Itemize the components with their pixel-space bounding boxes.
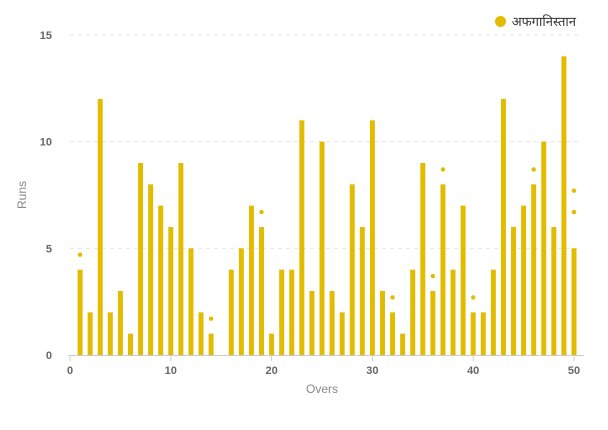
wicket-markers-group bbox=[77, 167, 577, 321]
y-tick-label: 15 bbox=[40, 30, 52, 42]
bar-over-37[interactable] bbox=[440, 184, 446, 355]
grid-lines bbox=[70, 34, 582, 249]
bar-over-17[interactable] bbox=[238, 248, 244, 355]
bar-over-38[interactable] bbox=[450, 269, 456, 355]
bar-over-49[interactable] bbox=[561, 56, 567, 355]
bar-over-42[interactable] bbox=[490, 269, 496, 355]
wicket-marker[interactable] bbox=[77, 252, 83, 257]
bar-over-14[interactable] bbox=[208, 333, 214, 355]
bar-over-2[interactable] bbox=[87, 312, 93, 355]
chart-legend[interactable]: अफगानिस्तान bbox=[494, 12, 576, 30]
bar-over-27[interactable] bbox=[339, 312, 345, 355]
y-tick-label: 0 bbox=[46, 350, 52, 362]
bar-over-30[interactable] bbox=[369, 120, 375, 355]
x-tick-label: 0 bbox=[67, 365, 73, 377]
x-tick-label: 10 bbox=[165, 365, 177, 377]
bar-over-4[interactable] bbox=[107, 312, 113, 355]
bar-over-19[interactable] bbox=[259, 227, 265, 355]
wicket-marker[interactable] bbox=[430, 273, 436, 279]
y-axis-ticks: 0 5 10 15 bbox=[40, 30, 52, 362]
legend-label: अफगानिस्तान bbox=[511, 15, 576, 30]
bar-over-8[interactable] bbox=[148, 184, 154, 355]
x-tick-label: 30 bbox=[366, 365, 378, 377]
bar-over-43[interactable] bbox=[500, 99, 506, 355]
bar-over-45[interactable] bbox=[521, 205, 527, 355]
x-axis-title: Overs bbox=[306, 382, 338, 396]
bar-over-36[interactable] bbox=[430, 291, 436, 355]
bar-over-48[interactable] bbox=[551, 227, 557, 355]
x-tick-label: 50 bbox=[568, 365, 580, 377]
bar-over-22[interactable] bbox=[289, 269, 295, 355]
wicket-marker[interactable] bbox=[471, 295, 476, 300]
x-tick-label: 20 bbox=[265, 365, 277, 377]
x-axis-ticks: 0 10 20 30 40 50 bbox=[67, 355, 580, 377]
legend-marker bbox=[494, 15, 506, 27]
y-tick-label: 5 bbox=[46, 243, 52, 255]
bar-over-13[interactable] bbox=[198, 312, 204, 355]
bar-over-46[interactable] bbox=[531, 184, 537, 355]
bar-over-31[interactable] bbox=[379, 291, 385, 355]
bar-over-34[interactable] bbox=[410, 269, 416, 355]
bar-over-33[interactable] bbox=[400, 333, 406, 355]
bar-over-23[interactable] bbox=[299, 120, 305, 355]
x-tick-label: 40 bbox=[467, 365, 479, 377]
bar-over-3[interactable] bbox=[97, 99, 103, 355]
bar-over-44[interactable] bbox=[511, 227, 517, 355]
wicket-marker[interactable] bbox=[571, 188, 577, 193]
bar-over-20[interactable] bbox=[269, 333, 275, 355]
bar-over-47[interactable] bbox=[541, 141, 547, 355]
wicket-marker[interactable] bbox=[208, 316, 214, 321]
bar-over-6[interactable] bbox=[127, 333, 133, 355]
bar-over-18[interactable] bbox=[248, 205, 254, 355]
wicket-marker[interactable] bbox=[390, 295, 395, 300]
bar-over-21[interactable] bbox=[279, 269, 285, 355]
bar-over-16[interactable] bbox=[228, 269, 234, 355]
bar-over-7[interactable] bbox=[138, 163, 144, 355]
bar-over-41[interactable] bbox=[480, 312, 486, 355]
wicket-marker[interactable] bbox=[571, 209, 577, 215]
bar-over-28[interactable] bbox=[349, 184, 355, 355]
bar-over-11[interactable] bbox=[178, 163, 184, 355]
bar-over-25[interactable] bbox=[319, 141, 325, 355]
wicket-marker[interactable] bbox=[440, 167, 446, 172]
bar-over-9[interactable] bbox=[158, 205, 164, 355]
bar-over-40[interactable] bbox=[470, 312, 476, 355]
bars-group bbox=[77, 56, 577, 355]
bar-over-1[interactable] bbox=[77, 269, 83, 355]
wicket-marker[interactable] bbox=[531, 167, 536, 172]
wicket-marker[interactable] bbox=[259, 209, 264, 215]
bar-over-39[interactable] bbox=[460, 205, 466, 355]
bar-over-26[interactable] bbox=[329, 291, 335, 355]
bar-over-29[interactable] bbox=[359, 227, 365, 355]
bar-over-24[interactable] bbox=[309, 291, 315, 355]
y-tick-label: 10 bbox=[40, 137, 52, 149]
bar-over-5[interactable] bbox=[117, 291, 123, 355]
y-axis-title: Runs bbox=[15, 181, 29, 209]
bar-over-32[interactable] bbox=[390, 312, 396, 355]
bar-over-35[interactable] bbox=[420, 163, 426, 355]
bar-over-50[interactable] bbox=[571, 248, 577, 355]
bar-over-10[interactable] bbox=[168, 227, 174, 355]
bar-over-12[interactable] bbox=[188, 248, 194, 355]
